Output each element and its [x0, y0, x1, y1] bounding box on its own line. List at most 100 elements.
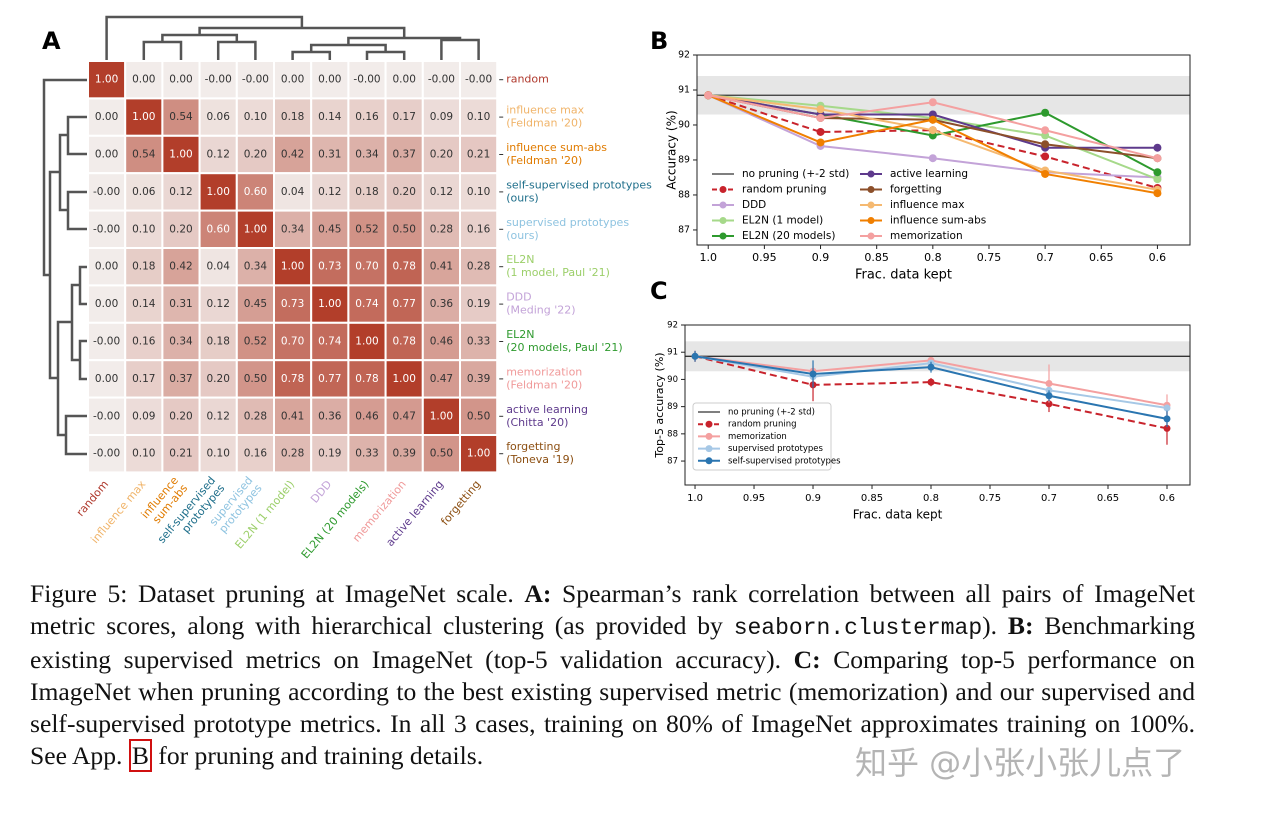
heatmap-cell: [273, 209, 313, 250]
row-label: self-supervised prototypes: [506, 178, 652, 191]
caption-text: Spearman’s rank correlation between all …: [30, 579, 1195, 640]
cell-label: 0.78: [393, 261, 416, 273]
cell-label: 0.12: [169, 186, 192, 198]
series-marker: [927, 363, 935, 371]
x-tick-label: 0.95: [743, 493, 765, 504]
heatmap-cell: [421, 60, 461, 100]
x-tick-label: 0.65: [1097, 493, 1119, 504]
heatmap-cell: [124, 134, 164, 175]
heatmap-cell: [87, 434, 127, 474]
x-tick-label: 0.65: [1089, 251, 1114, 264]
legend-marker: [719, 201, 727, 209]
series-marker: [928, 98, 937, 107]
cell-label: 0.28: [467, 261, 490, 273]
cell-label: 0.74: [355, 298, 379, 310]
heatmap-cell: [235, 359, 276, 399]
cell-label: 0.14: [318, 111, 342, 123]
cell-label: 0.28: [244, 410, 267, 422]
col-label: EL2N (20 models): [299, 478, 372, 561]
heatmap-cell: [124, 284, 164, 324]
legend-label: EL2N (20 models): [742, 230, 835, 242]
row-label: (20 models, Paul '21): [506, 341, 622, 354]
cell-label: 0.12: [207, 298, 230, 310]
cell-label: 0.19: [467, 298, 490, 310]
cell-label: 0.10: [467, 111, 490, 123]
cell-label: 0.09: [430, 111, 453, 123]
legend-marker: [719, 232, 727, 240]
x-tick-label: 1.0: [687, 493, 703, 504]
cell-label: 0.31: [318, 149, 341, 161]
caption-text: seaborn.clustermap: [733, 615, 983, 641]
cell-label: 0.16: [355, 111, 379, 123]
y-tick-label: 91: [667, 348, 678, 358]
caption: Figure 5: Dataset pruning at ImageNet sc…: [30, 578, 1195, 772]
col-label-group: forgetting: [438, 478, 483, 528]
cell-label: 0.54: [132, 149, 156, 161]
y-tick-label: 92: [678, 50, 690, 61]
heatmap-cell: [310, 247, 350, 287]
watermark: 知乎 @小张小张儿点了: [855, 744, 1186, 782]
x-axis-label: Frac. data kept: [853, 508, 943, 522]
cell-label: 0.50: [467, 410, 490, 422]
appendix-ref[interactable]: B: [128, 739, 152, 772]
heatmap-cell: [235, 134, 276, 175]
legend-label: no pruning (+-2 std): [742, 168, 849, 180]
row-label: (Feldman '20): [506, 154, 582, 167]
row-label: EL2N: [506, 328, 534, 341]
cell-label: -0.00: [242, 74, 269, 86]
x-tick-label: 0.75: [977, 251, 1002, 264]
cell-label: 0.46: [430, 336, 454, 348]
heatmap-cell: [161, 172, 201, 212]
heatmap-cell: [347, 396, 387, 437]
cell-label: 0.42: [281, 149, 304, 161]
cell-label: 0.00: [169, 74, 192, 86]
heatmap-cell: [273, 134, 313, 175]
cell-label: 0.04: [281, 186, 305, 198]
legend-label: influence sum-abs: [890, 215, 986, 227]
cell-label: 0.73: [281, 298, 304, 310]
cell-label: -0.00: [93, 186, 120, 198]
cell-label: 0.00: [393, 74, 416, 86]
heatmap-cell: [421, 434, 461, 474]
col-label: forgetting: [438, 478, 483, 528]
legend-label: supervised prototypes: [728, 444, 824, 454]
cell-label: 0.12: [430, 186, 453, 198]
cell-label: 0.54: [169, 111, 193, 123]
legend-marker: [705, 445, 713, 453]
x-tick-label: 0.9: [812, 251, 830, 264]
heatmap-cell: [459, 321, 499, 362]
row-label: (ours): [506, 229, 539, 242]
cell-label: 0.21: [169, 448, 192, 460]
y-tick-label: 89: [678, 154, 690, 165]
legend-marker: [867, 170, 875, 178]
cell-label: 0.10: [132, 223, 155, 235]
cell-label: 0.18: [207, 336, 230, 348]
cell-label: -0.00: [93, 448, 120, 460]
series-line: [707, 94, 1158, 189]
cell-label: 0.12: [318, 186, 341, 198]
cell-label: 0.33: [467, 336, 490, 348]
y-tick-label: 89: [667, 402, 678, 412]
series-marker: [704, 91, 713, 100]
cell-label: 0.37: [393, 149, 416, 161]
heatmap-cell: [384, 359, 424, 399]
series-marker: [1163, 404, 1171, 412]
cell-label: 0.78: [355, 373, 378, 385]
row-label: (Feldman '20): [506, 117, 582, 130]
cell-label: 0.41: [281, 410, 304, 422]
heatmap-cell: [161, 209, 201, 250]
y-tick-label: 88: [678, 189, 690, 200]
row-label: EL2N: [506, 253, 534, 266]
cell-label: 0.34: [244, 261, 268, 273]
series-marker: [1163, 415, 1171, 423]
y-tick-label: 92: [667, 321, 678, 331]
legend-label: DDD: [742, 199, 766, 211]
col-label: DDD: [308, 478, 334, 506]
col-label-group: EL2N (20 models): [299, 478, 372, 561]
cell-label: 0.33: [355, 448, 378, 460]
cell-label: 1.00: [355, 336, 378, 348]
series-marker: [1153, 154, 1162, 163]
series-marker: [928, 126, 937, 135]
cell-label: 0.00: [318, 74, 341, 86]
heatmap-cell: [459, 247, 499, 287]
